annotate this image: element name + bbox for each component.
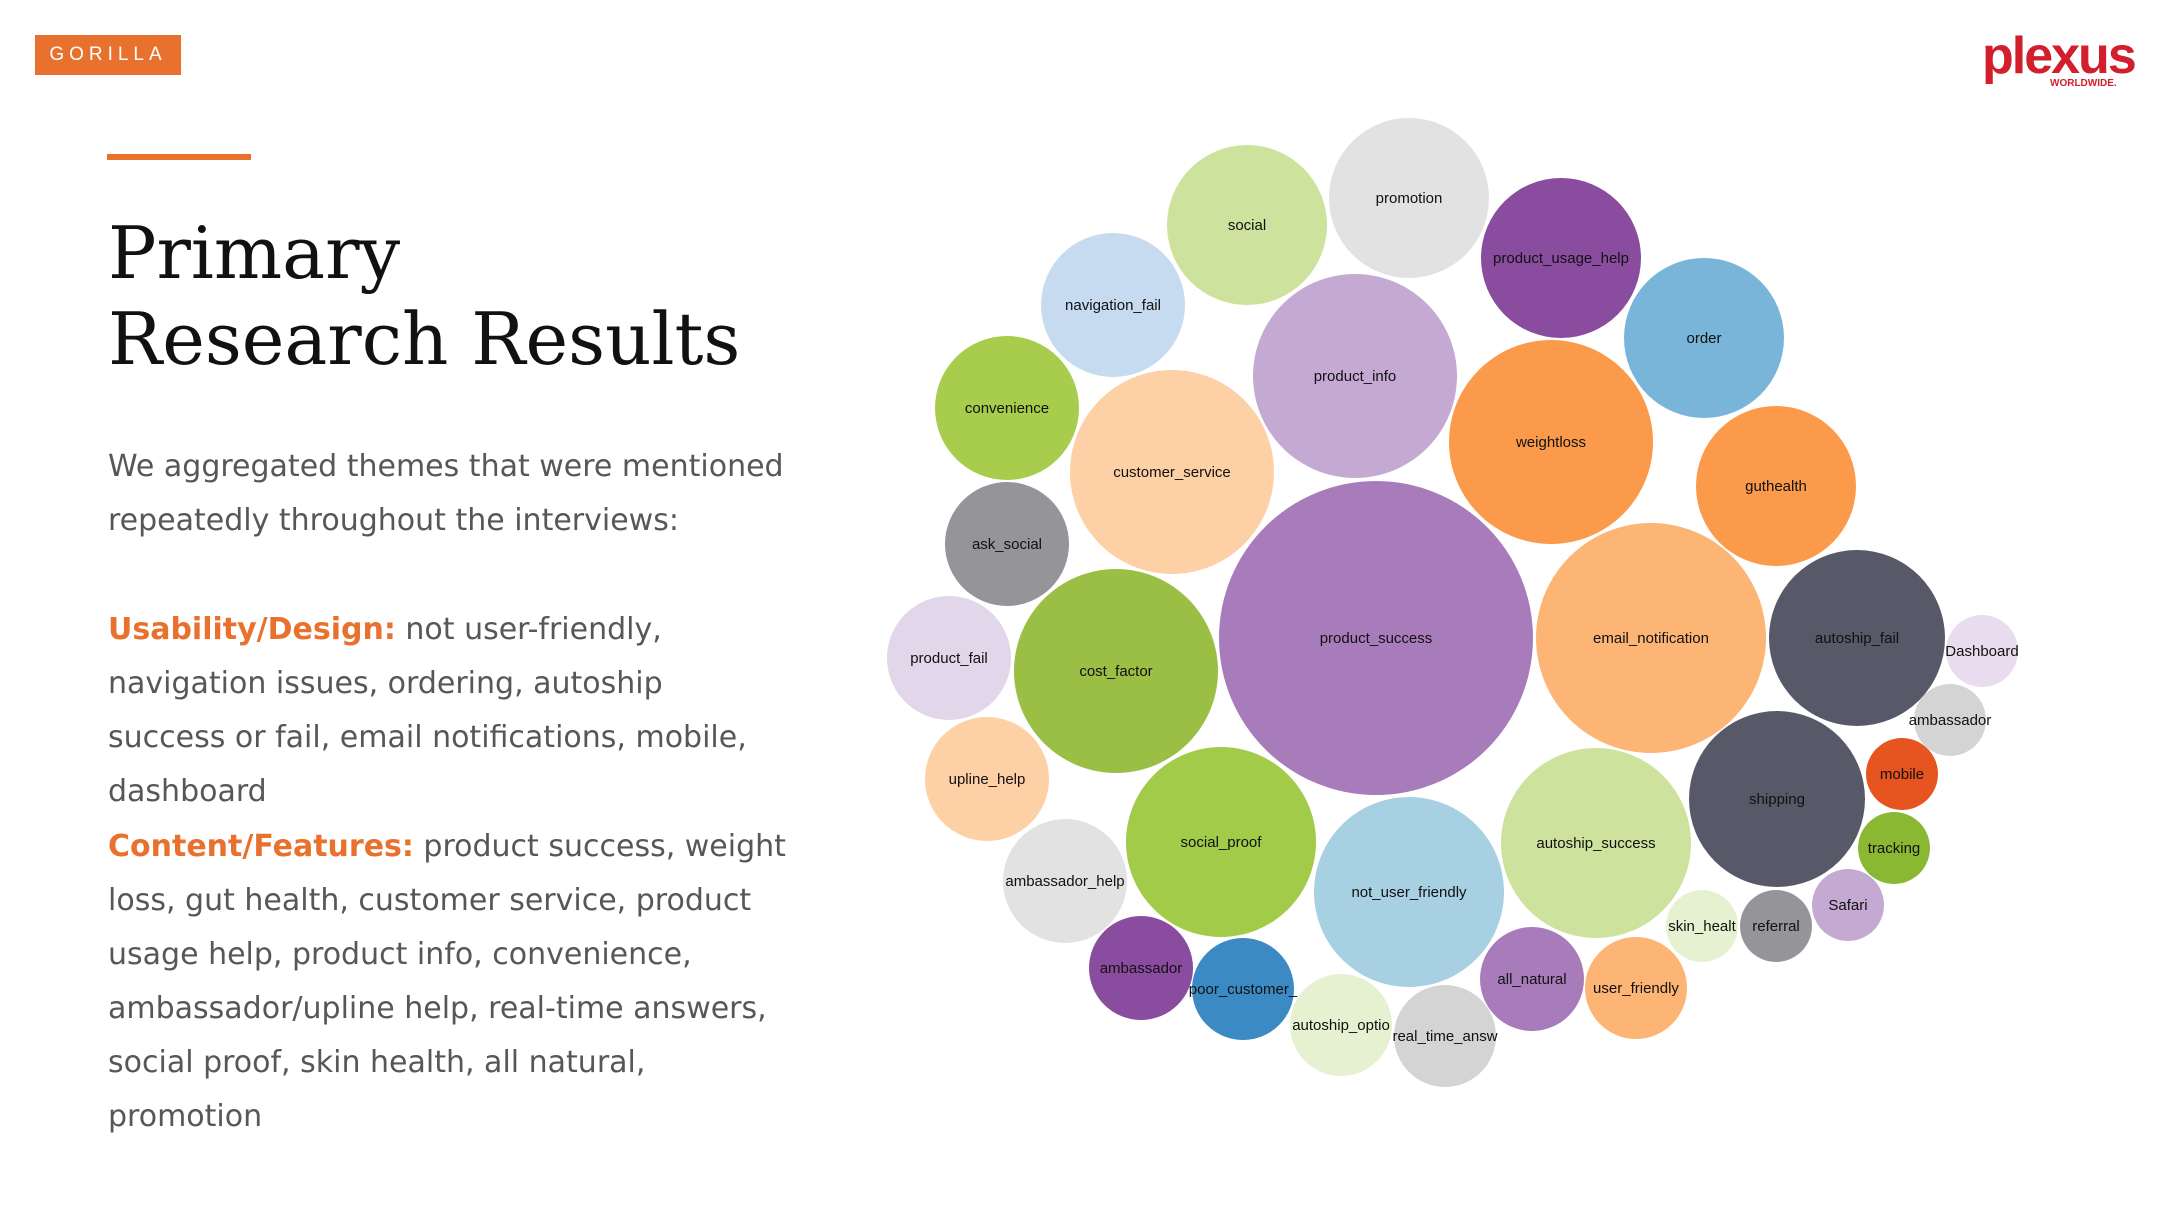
- bubble-label: mobile: [1880, 766, 1924, 783]
- bubble-label: Dashboard: [1945, 643, 2018, 660]
- bubble: [1394, 985, 1496, 1087]
- bubble: [1089, 916, 1193, 1020]
- bubble-label: user_friendly: [1593, 980, 1679, 997]
- logo-wordmark: plexus: [1982, 27, 2137, 85]
- brand-badge: GORILLA: [35, 35, 181, 75]
- bubble: [1624, 258, 1784, 418]
- usability-paragraph: Usability/Design: not user-friendly, nav…: [108, 603, 788, 819]
- bubble-label: email_notification: [1593, 630, 1709, 647]
- bubble-label: weightloss: [1515, 434, 1586, 451]
- bubble: [1290, 974, 1392, 1076]
- bubble-label: convenience: [965, 400, 1049, 417]
- bubble-label: autoship_fail: [1815, 630, 1899, 647]
- bubble-label: product_fail: [910, 650, 988, 667]
- bubble: [935, 336, 1079, 480]
- accent-rule: [107, 154, 251, 160]
- bubble: [1946, 615, 2018, 687]
- bubble-label: social: [1228, 217, 1266, 234]
- bubble: [1014, 569, 1218, 773]
- intro-text: We aggregated themes that were mentioned…: [108, 449, 784, 538]
- bubble: [1314, 797, 1504, 987]
- title-line-2: Research Results: [108, 297, 741, 381]
- bubble-label: autoship_success: [1536, 835, 1655, 852]
- bubble: [1501, 748, 1691, 938]
- bubble: [1536, 523, 1766, 753]
- bubble: [1003, 819, 1127, 943]
- bubble: [1192, 938, 1294, 1040]
- bubble: [1219, 481, 1533, 795]
- bubble-label: ambassador: [1100, 960, 1183, 977]
- bubble: [1481, 178, 1641, 338]
- bubble: [1689, 711, 1865, 887]
- bubble-label: Safari: [1828, 897, 1867, 914]
- bubble-label: ask_social: [972, 536, 1042, 553]
- bubble: [1696, 406, 1856, 566]
- bubble: [1740, 890, 1812, 962]
- bubble: [1585, 937, 1687, 1039]
- bubble: [1812, 869, 1884, 941]
- bubble: [1858, 812, 1930, 884]
- bubble: [1666, 890, 1738, 962]
- bubble-label: not_user_friendly: [1351, 884, 1467, 901]
- plexus-logo: plexus WORLDWIDE.: [1978, 20, 2138, 100]
- usability-text: not user-friendly, navigation issues, or…: [108, 612, 747, 809]
- bubble-label: ambassador: [1909, 712, 1992, 729]
- bubble-label: customer_service: [1113, 464, 1231, 481]
- bubble-label: referral: [1752, 918, 1800, 935]
- bubble: [1126, 747, 1316, 937]
- bubble-label: real_time_answ: [1392, 1028, 1497, 1045]
- bubble-label: shipping: [1749, 791, 1805, 808]
- bubble: [887, 596, 1011, 720]
- title-line-1: Primary: [108, 211, 401, 295]
- bubble-label: social_proof: [1181, 834, 1263, 851]
- bubble-label: tracking: [1868, 840, 1921, 857]
- bubble: [945, 482, 1069, 606]
- bubble-label: ambassador_help: [1005, 873, 1124, 890]
- bubble-label: upline_help: [949, 771, 1026, 788]
- bubble-label: order: [1686, 330, 1721, 347]
- bubble-label: product_usage_help: [1493, 250, 1629, 267]
- bubble-label: skin_healt: [1668, 918, 1736, 935]
- usability-label: Usability/Design:: [108, 612, 396, 647]
- page-title: Primary Research Results: [108, 210, 868, 382]
- bubble-label: autoship_optio: [1292, 1017, 1390, 1034]
- bubble-label: promotion: [1376, 190, 1443, 207]
- bubble: [1480, 927, 1584, 1031]
- content-text: product success, weight loss, gut health…: [108, 829, 786, 1134]
- content-paragraph: Content/Features: product success, weigh…: [108, 820, 788, 1144]
- bubble-label: product_success: [1320, 630, 1433, 647]
- bubble: [1866, 738, 1938, 810]
- bubble: [1449, 340, 1653, 544]
- bubble: [1070, 370, 1274, 574]
- bubble: [1914, 684, 1986, 756]
- bubble: [1329, 118, 1489, 278]
- bubble-label: poor_customer_: [1189, 981, 1298, 998]
- bubble-label: all_natural: [1497, 971, 1566, 988]
- bubble: [1769, 550, 1945, 726]
- bubble-label: guthealth: [1745, 478, 1807, 495]
- bubble: [1041, 233, 1185, 377]
- bubble-label: cost_factor: [1079, 663, 1152, 680]
- logo-subtitle: WORLDWIDE.: [2050, 78, 2117, 89]
- bubble: [925, 717, 1049, 841]
- bubble: [1253, 274, 1457, 478]
- content-label: Content/Features:: [108, 829, 414, 864]
- bubble: [1167, 145, 1327, 305]
- bubble-label: navigation_fail: [1065, 297, 1161, 314]
- bubble-label: product_info: [1314, 368, 1397, 385]
